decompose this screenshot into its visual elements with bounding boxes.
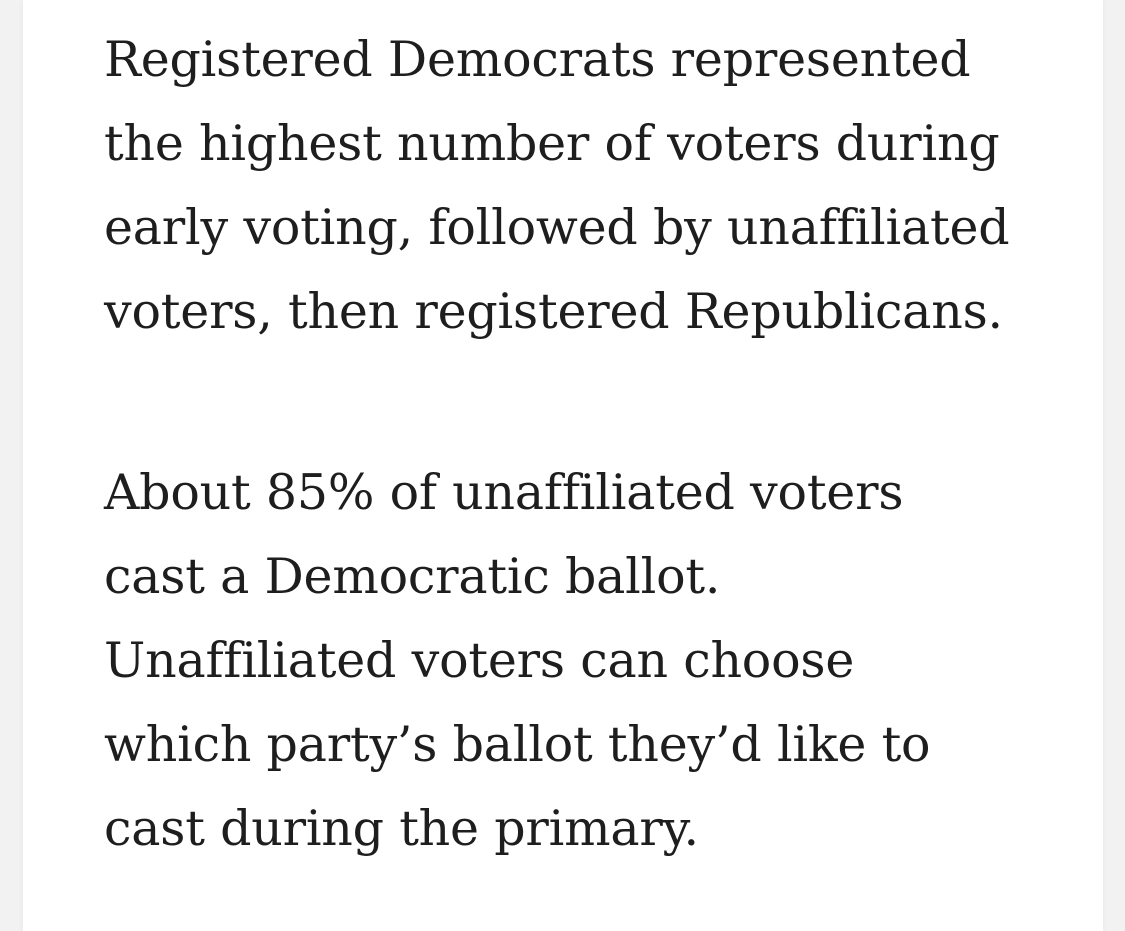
text-line: early voting, followed by unaffiliated	[104, 199, 1010, 256]
article-page: Registered Democrats represented the hig…	[23, 0, 1103, 931]
text-line: Unaffiliated voters can choose	[104, 632, 855, 689]
text-line: About 85% of unaffiliated voters	[104, 464, 904, 521]
text-line: cast during the primary.	[104, 800, 699, 857]
text-line: Registered Democrats represented	[104, 31, 971, 88]
text-line: which party’s ballot they’d like to	[104, 716, 931, 773]
text-line: the highest number of voters during	[104, 115, 1000, 172]
text-line: voters, then registered Republicans.	[104, 283, 1003, 340]
article-body: Registered Democrats represented the hig…	[104, 18, 1034, 871]
article-paragraph: About 85% of unaffiliated voters cast a …	[104, 451, 1034, 871]
text-line: cast a Democratic ballot.	[104, 548, 721, 605]
article-paragraph: Registered Democrats represented the hig…	[104, 18, 1034, 354]
